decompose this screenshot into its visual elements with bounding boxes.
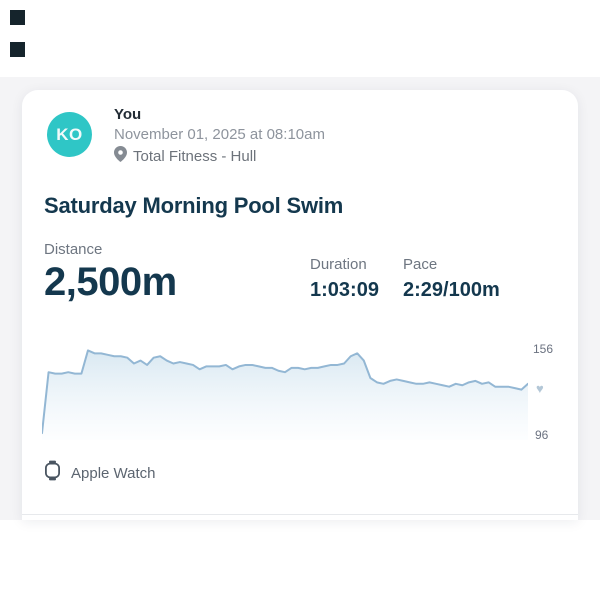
card-divider — [22, 514, 578, 515]
duration-value: 1:03:09 — [310, 279, 379, 301]
pace-label: Pace — [403, 256, 438, 273]
corner-marker-bottom — [10, 42, 25, 57]
heart-rate-line — [42, 349, 528, 435]
duration-label: Duration — [310, 256, 367, 273]
location-row: Total Fitness - Hull — [114, 145, 325, 167]
workout-post-card: KO You November 01, 2025 at 08:10am Tota… — [22, 90, 578, 520]
avatar-initials: KO — [56, 124, 83, 144]
location-name: Total Fitness - Hull — [133, 147, 257, 165]
distance-value: 2,500m — [44, 260, 177, 304]
chart-max-label: 156 — [533, 342, 554, 356]
heart-rate-chart — [42, 345, 528, 440]
data-source-row: Apple Watch — [44, 460, 156, 486]
workout-title: Saturday Morning Pool Swim — [44, 193, 344, 218]
heart-rate-area — [42, 350, 528, 440]
post-timestamp: November 01, 2025 at 08:10am — [114, 126, 325, 143]
location-pin-icon — [114, 145, 127, 167]
author-name: You — [114, 106, 142, 123]
chart-min-label: 96 — [535, 428, 549, 442]
stat-pace: Pace 2:29/100m — [403, 256, 500, 302]
post-header: You November 01, 2025 at 08:10am Total F… — [114, 105, 325, 165]
apple-watch-icon — [44, 460, 61, 486]
heart-icon: ♥ — [536, 381, 544, 396]
stat-duration: Duration 1:03:09 — [310, 256, 379, 302]
data-source-label: Apple Watch — [71, 464, 156, 482]
corner-marker-top — [10, 10, 25, 25]
distance-label: Distance — [44, 241, 103, 258]
pace-value: 2:29/100m — [403, 279, 500, 301]
avatar: KO — [47, 112, 92, 157]
stat-distance: Distance 2,500m — [44, 241, 177, 305]
